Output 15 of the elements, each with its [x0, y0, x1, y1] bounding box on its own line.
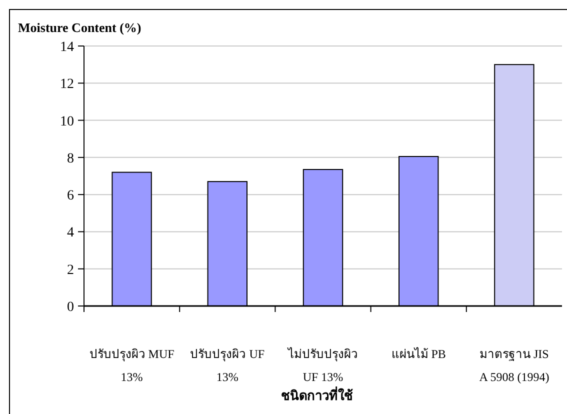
- x-tick-label: ปรับปรุงผิว MUF 13%: [89, 347, 175, 384]
- x-axis-title: ชนิดกาวที่ใช้: [281, 386, 353, 403]
- chart-title: Moisture Content (%): [18, 20, 142, 35]
- y-tick-label: 2: [67, 262, 74, 278]
- y-tick-label: 12: [60, 77, 74, 92]
- x-tick-label: มาตรฐาน JIS A 5908 (1994): [479, 347, 550, 384]
- x-tick-label: ไม่ปรับปรุงผิว UF 13%: [287, 347, 358, 384]
- y-tick-label: 0: [67, 300, 74, 315]
- x-tick-label: แผ่นไม้ PB: [391, 347, 446, 361]
- y-tick-label: 10: [60, 114, 74, 130]
- y-tick-label: 8: [67, 151, 74, 166]
- y-tick-label: 4: [67, 226, 74, 241]
- x-tick-label: ปรับปรุงผิว UF 13%: [190, 347, 265, 384]
- y-tick-label: 6: [67, 188, 74, 204]
- y-tick-label: 14: [60, 40, 74, 55]
